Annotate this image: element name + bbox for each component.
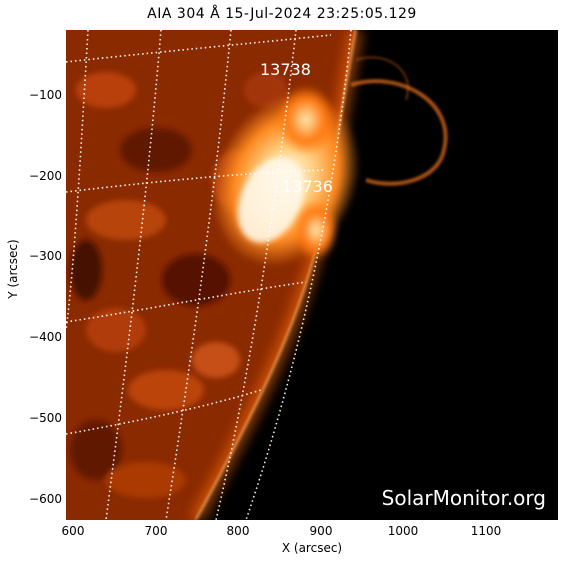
x-axis-label: X (arcsec) — [281, 541, 343, 555]
y-tick-label: −300 — [29, 249, 62, 263]
y-tick-label: −200 — [29, 169, 62, 183]
watermark-text: SolarMonitor.org — [381, 486, 546, 510]
image-title: AIA 304 Å 15-Jul-2024 23:25:05.129 — [147, 6, 417, 22]
x-tick-label: 600 — [61, 524, 85, 538]
y-tick-label: −600 — [29, 492, 62, 506]
active-region-cluster — [212, 85, 360, 267]
y-axis-label: Y (arcsec) — [6, 239, 20, 299]
coronal-loop — [350, 79, 448, 186]
heliographic-grid — [65, 29, 352, 521]
x-tick-label: 1000 — [387, 524, 419, 538]
x-tick-label: 1100 — [470, 524, 502, 538]
region-label: 13736 — [282, 177, 333, 196]
x-tick-label: 800 — [226, 524, 250, 538]
region-label: 13738 — [260, 60, 311, 79]
solar-limb-image — [65, 28, 448, 524]
y-tick-label: −100 — [29, 88, 62, 102]
solar-image-panel: 13738 13736 SolarMonitor.org — [65, 28, 558, 524]
y-tick-label: −400 — [29, 330, 62, 344]
x-tick-label: 700 — [144, 524, 168, 538]
x-tick-label: 900 — [309, 524, 333, 538]
y-tick-label: −500 — [29, 411, 62, 425]
